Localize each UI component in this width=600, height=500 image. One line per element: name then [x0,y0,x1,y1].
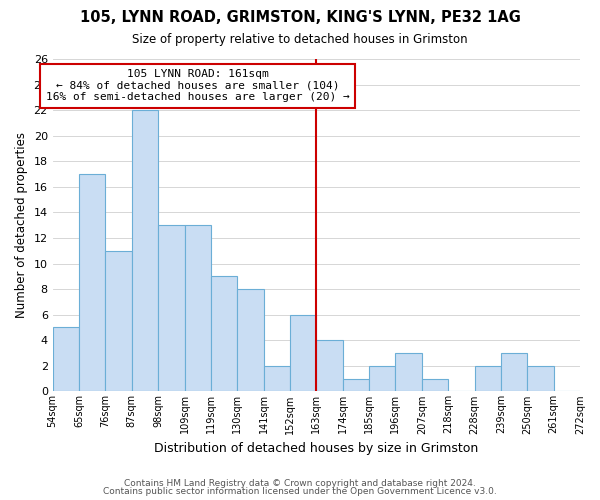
Bar [158,225,185,392]
X-axis label: Distribution of detached houses by size in Grimston: Distribution of detached houses by size … [154,442,478,455]
Text: Contains public sector information licensed under the Open Government Licence v3: Contains public sector information licen… [103,487,497,496]
Bar [395,353,422,392]
Bar [237,289,263,392]
Bar [211,276,237,392]
Bar [79,174,106,392]
Bar [290,314,316,392]
Bar [185,225,211,392]
Bar [53,328,79,392]
Bar [501,353,527,392]
Bar [475,366,501,392]
Y-axis label: Number of detached properties: Number of detached properties [15,132,28,318]
Bar [132,110,158,392]
Bar [316,340,343,392]
Bar [343,378,369,392]
Bar [527,366,554,392]
Text: 105, LYNN ROAD, GRIMSTON, KING'S LYNN, PE32 1AG: 105, LYNN ROAD, GRIMSTON, KING'S LYNN, P… [80,10,520,25]
Text: 105 LYNN ROAD: 161sqm
← 84% of detached houses are smaller (104)
16% of semi-det: 105 LYNN ROAD: 161sqm ← 84% of detached … [46,69,350,102]
Text: Size of property relative to detached houses in Grimston: Size of property relative to detached ho… [132,32,468,46]
Bar [422,378,448,392]
Bar [106,251,132,392]
Bar [369,366,395,392]
Bar [263,366,290,392]
Text: Contains HM Land Registry data © Crown copyright and database right 2024.: Contains HM Land Registry data © Crown c… [124,478,476,488]
